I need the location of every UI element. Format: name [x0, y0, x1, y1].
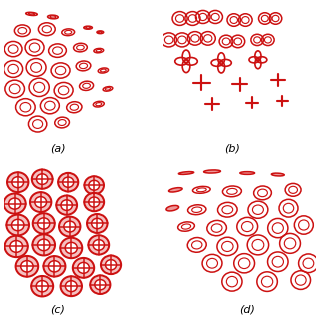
Ellipse shape: [87, 214, 108, 233]
Text: (a): (a): [50, 144, 65, 154]
Ellipse shape: [271, 173, 284, 176]
Text: (c): (c): [50, 304, 65, 314]
Ellipse shape: [89, 180, 100, 190]
Ellipse shape: [32, 234, 55, 255]
Ellipse shape: [204, 170, 220, 173]
Ellipse shape: [7, 172, 28, 192]
Ellipse shape: [106, 260, 116, 270]
Ellipse shape: [44, 256, 66, 276]
Ellipse shape: [4, 194, 26, 214]
Ellipse shape: [56, 196, 77, 215]
Ellipse shape: [84, 193, 104, 211]
Ellipse shape: [88, 235, 109, 254]
Ellipse shape: [16, 256, 38, 277]
Ellipse shape: [59, 217, 80, 236]
Ellipse shape: [60, 238, 82, 258]
Ellipse shape: [36, 174, 48, 184]
Ellipse shape: [178, 172, 194, 174]
Ellipse shape: [36, 281, 48, 292]
Ellipse shape: [78, 262, 89, 273]
Ellipse shape: [38, 218, 50, 229]
Ellipse shape: [95, 280, 106, 290]
Ellipse shape: [101, 255, 121, 274]
Ellipse shape: [4, 236, 28, 257]
Ellipse shape: [9, 198, 21, 209]
Ellipse shape: [32, 170, 52, 189]
Text: (b): (b): [224, 144, 240, 154]
Ellipse shape: [35, 196, 46, 208]
Ellipse shape: [64, 221, 76, 232]
Ellipse shape: [21, 260, 33, 272]
Ellipse shape: [60, 276, 82, 296]
Ellipse shape: [93, 240, 105, 250]
Ellipse shape: [37, 239, 50, 251]
Ellipse shape: [240, 172, 254, 174]
Ellipse shape: [169, 188, 182, 192]
Ellipse shape: [48, 261, 60, 272]
Ellipse shape: [58, 173, 78, 191]
Ellipse shape: [166, 205, 179, 211]
Ellipse shape: [10, 241, 23, 252]
Ellipse shape: [84, 176, 104, 194]
Ellipse shape: [65, 242, 77, 253]
Ellipse shape: [12, 219, 24, 231]
Ellipse shape: [61, 200, 72, 211]
Ellipse shape: [6, 215, 29, 236]
Ellipse shape: [30, 192, 52, 212]
Ellipse shape: [89, 197, 100, 207]
Ellipse shape: [63, 177, 74, 187]
Ellipse shape: [12, 177, 24, 188]
Ellipse shape: [92, 218, 103, 229]
Ellipse shape: [90, 275, 110, 294]
Ellipse shape: [73, 258, 94, 278]
Ellipse shape: [31, 276, 53, 296]
Text: (d): (d): [239, 304, 255, 314]
Ellipse shape: [65, 281, 77, 292]
Ellipse shape: [33, 213, 55, 234]
